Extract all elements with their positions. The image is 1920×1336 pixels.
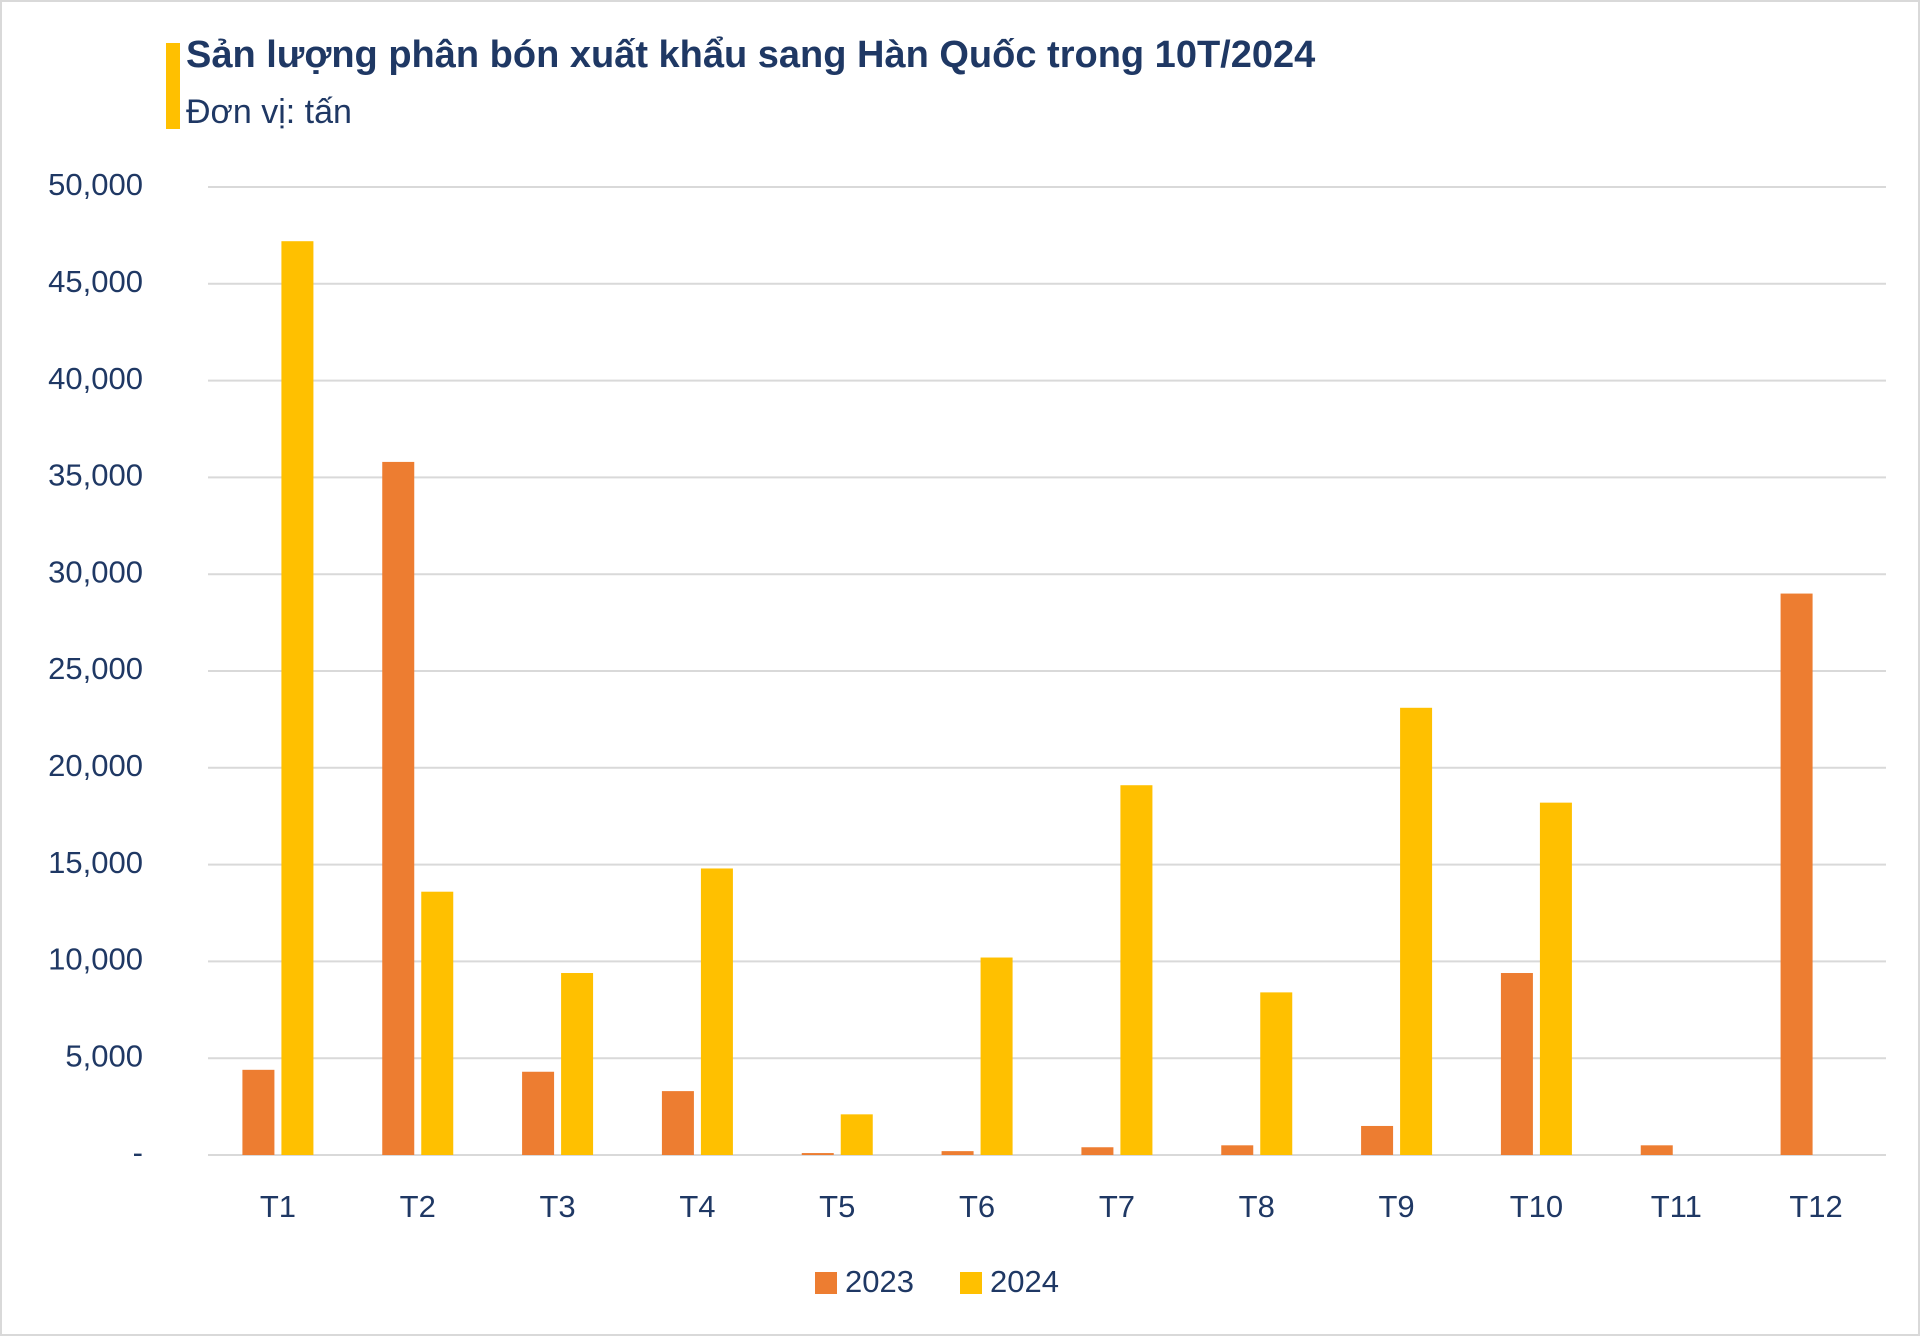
x-tick-label: T2: [400, 1189, 436, 1224]
bar: [1361, 1125, 1394, 1155]
x-tick-label: T11: [1651, 1189, 1702, 1224]
bar: [281, 241, 314, 1155]
y-tick-label: -: [133, 1135, 143, 1170]
y-tick-label: 40,000: [48, 361, 143, 396]
legend-label: 2023: [845, 1264, 914, 1299]
y-tick-label: 10,000: [48, 942, 143, 977]
bar: [980, 957, 1013, 1155]
legend-swatch: [815, 1272, 837, 1294]
chart-subtitle: Đơn vị: tấn: [186, 93, 352, 131]
bar: [700, 868, 733, 1155]
bar: [661, 1091, 694, 1155]
bar: [522, 1071, 555, 1155]
chart-title: Sản lượng phân bón xuất khẩu sang Hàn Qu…: [186, 34, 1315, 76]
x-tick-label: T1: [260, 1189, 296, 1224]
x-tick-label: T4: [679, 1189, 715, 1224]
bar: [1780, 593, 1813, 1155]
x-tick-label: T6: [959, 1189, 995, 1224]
bar: [382, 461, 415, 1155]
legend-swatch: [960, 1272, 982, 1294]
x-tick-label: T5: [819, 1189, 855, 1224]
legend-label: 2024: [990, 1264, 1059, 1299]
y-tick-label: 30,000: [48, 554, 143, 589]
y-tick-label: 35,000: [48, 458, 143, 493]
bar: [801, 1153, 834, 1155]
y-tick-label: 45,000: [48, 264, 143, 299]
x-tick-label: T10: [1510, 1189, 1563, 1224]
bar: [1221, 1145, 1254, 1155]
bar: [1500, 973, 1533, 1155]
y-tick-label: 25,000: [48, 651, 143, 686]
x-tick-label: T7: [1099, 1189, 1135, 1224]
x-tick-label: T12: [1789, 1189, 1842, 1224]
x-tick-label: T8: [1239, 1189, 1275, 1224]
bar: [561, 973, 594, 1155]
bar: [1260, 992, 1293, 1155]
bar: [421, 891, 454, 1155]
bar: [941, 1151, 974, 1155]
bar: [242, 1069, 275, 1155]
title-accent: [166, 43, 180, 129]
y-tick-label: 20,000: [48, 748, 143, 783]
y-tick-label: 5,000: [65, 1038, 143, 1073]
bar: [1539, 802, 1572, 1155]
x-tick-label: T9: [1378, 1189, 1414, 1224]
bar: [1120, 785, 1153, 1155]
x-tick-label: T3: [539, 1189, 575, 1224]
bar: [1640, 1145, 1673, 1155]
bar: [840, 1114, 873, 1155]
y-tick-label: 15,000: [48, 845, 143, 880]
bar: [1081, 1147, 1114, 1155]
bar: [1400, 707, 1433, 1155]
y-tick-label: 50,000: [48, 167, 143, 202]
